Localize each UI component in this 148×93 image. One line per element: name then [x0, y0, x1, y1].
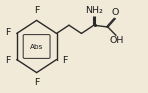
Text: Abs: Abs: [30, 44, 43, 49]
Text: NH₂: NH₂: [85, 6, 103, 15]
Text: F: F: [5, 28, 11, 37]
Text: F: F: [62, 56, 67, 65]
Text: F: F: [5, 56, 11, 65]
Text: O: O: [111, 8, 119, 17]
Text: F: F: [34, 6, 39, 15]
Text: F: F: [34, 78, 39, 87]
Text: OH: OH: [109, 36, 124, 45]
